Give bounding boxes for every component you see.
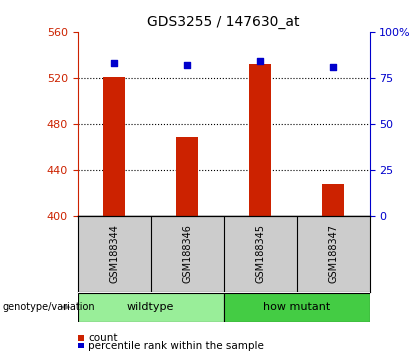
Text: GSM188347: GSM188347 bbox=[328, 224, 338, 284]
Text: GSM188344: GSM188344 bbox=[109, 224, 119, 284]
Bar bbox=[176, 137, 198, 216]
Text: genotype/variation: genotype/variation bbox=[2, 302, 95, 312]
Text: wildtype: wildtype bbox=[127, 302, 174, 312]
Text: GSM188346: GSM188346 bbox=[182, 224, 192, 284]
Text: count: count bbox=[88, 333, 118, 343]
Point bbox=[111, 60, 118, 66]
Title: GDS3255 / 147630_at: GDS3255 / 147630_at bbox=[147, 16, 300, 29]
Bar bbox=[224, 293, 370, 321]
Point bbox=[184, 62, 191, 68]
Point bbox=[330, 64, 336, 70]
Bar bbox=[249, 64, 271, 216]
Text: how mutant: how mutant bbox=[263, 302, 330, 312]
Bar bbox=[103, 77, 125, 216]
Text: GSM188345: GSM188345 bbox=[255, 224, 265, 284]
Text: percentile rank within the sample: percentile rank within the sample bbox=[88, 341, 264, 350]
Bar bbox=[78, 293, 224, 321]
Point bbox=[257, 58, 263, 64]
Bar bbox=[322, 184, 344, 216]
